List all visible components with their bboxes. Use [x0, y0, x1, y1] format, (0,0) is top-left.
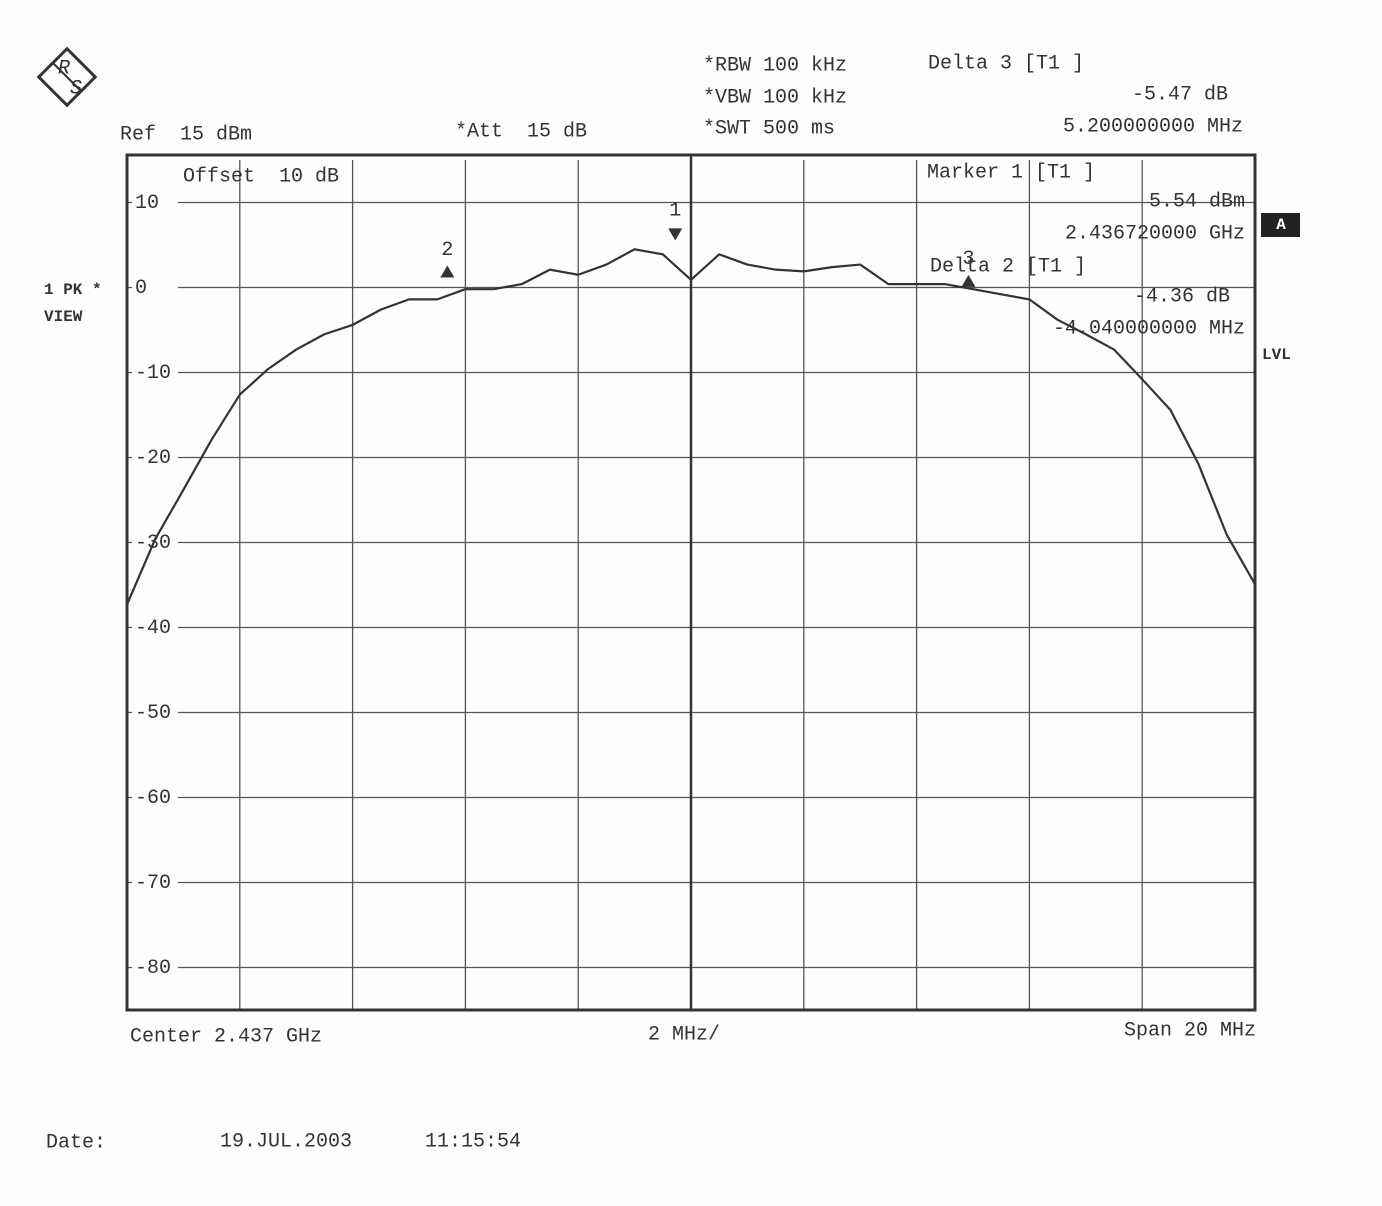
y-tick-label: -40 [135, 617, 171, 640]
y-tick-label: -60 [135, 787, 171, 810]
annotation: Span 20 MHz [1124, 1019, 1256, 1042]
tick-label-bg [132, 191, 178, 214]
tick-label-bg [132, 786, 178, 809]
annotation: 2 MHz/ [648, 1023, 720, 1046]
annotation: Date: [46, 1131, 106, 1154]
annotation: LVL [1262, 346, 1291, 364]
marker-label: 2 [441, 239, 453, 262]
marker [668, 228, 683, 241]
tick-label-bg [132, 276, 178, 299]
annotation: -5.47 dB [1132, 83, 1228, 106]
marker-label: 1 [669, 200, 681, 223]
trace [125, 248, 1256, 605]
logo [36, 46, 98, 108]
annotation: *Att 15 dB [455, 120, 587, 143]
annotation: Marker 1 [T1 ] [927, 161, 1095, 184]
y-tick-label: -10 [135, 362, 171, 385]
tick-label-bg [132, 956, 178, 979]
annotation: 2.436720000 GHz [1065, 222, 1245, 245]
annotation: *RBW 100 kHz [703, 54, 847, 77]
tick-label-bg [132, 871, 178, 894]
tick-label-bg [132, 701, 178, 724]
badge [1261, 213, 1300, 237]
annotation: 19.JUL.2003 [220, 1130, 352, 1153]
annotation: 5.200000000 MHz [1063, 115, 1243, 138]
marker [961, 274, 976, 287]
logo-letter: S [70, 77, 82, 100]
marker-label: 3 [962, 248, 974, 271]
logo-divider [52, 62, 82, 92]
annotation: A [1276, 216, 1286, 234]
y-tick-label: 10 [135, 192, 159, 215]
annotation: Delta 2 [T1 ] [930, 255, 1086, 278]
annotation: 11:15:54 [425, 1130, 521, 1153]
annotation: Offset 10 dB [183, 165, 339, 188]
annotation: *VBW 100 kHz [703, 86, 847, 109]
annotation: Ref 15 dBm [120, 123, 252, 146]
annotation: *SWT 500 ms [703, 117, 835, 140]
annotation: -4.36 dB [1134, 285, 1230, 308]
marker [440, 265, 455, 278]
annotation: Center 2.437 GHz [130, 1025, 322, 1048]
tick-label-bg [132, 616, 178, 639]
y-tick-label: -80 [135, 957, 171, 980]
tick-label-bg [132, 361, 178, 384]
annotation: -4.040000000 MHz [1053, 317, 1245, 340]
annotation: Delta 3 [T1 ] [928, 52, 1084, 75]
y-tick-label: -50 [135, 702, 171, 725]
y-tick-label: -70 [135, 872, 171, 895]
y-tick-label: -20 [135, 447, 171, 470]
annotation: 5.54 dBm [1149, 190, 1245, 213]
y-tick-label: 0 [135, 277, 147, 300]
tick-label-bg [132, 531, 178, 554]
logo-letter: R [58, 57, 70, 80]
tick-label-bg [132, 446, 178, 469]
annotation: 1 PK * [44, 281, 102, 299]
annotation: VIEW [44, 308, 83, 326]
